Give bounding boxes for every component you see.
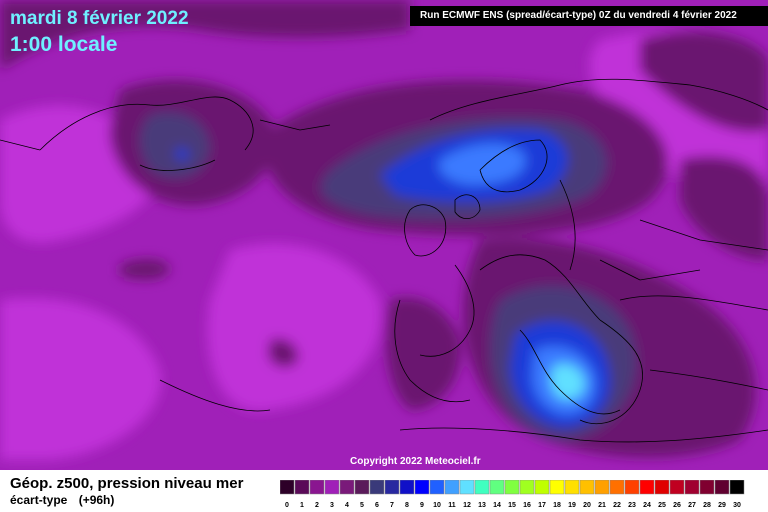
scale-label: 3 xyxy=(330,502,334,509)
scale-label: 5 xyxy=(360,502,364,509)
legend-footer: Géop. z500, pression niveau mer écart-ty… xyxy=(0,470,768,512)
scale-label: 30 xyxy=(733,502,741,509)
run-info-banner: Run ECMWF ENS (spread/écart-type) 0Z du … xyxy=(410,6,768,26)
scale-swatch xyxy=(280,480,295,495)
scale-label: 28 xyxy=(703,502,711,509)
scale-swatch xyxy=(729,480,745,495)
color-scale: 0 1 2 3 4 5 6 7 8 9 10 11 12 13 14 15 16 17 18 19 20 21 22 23 24… xyxy=(280,480,745,509)
lead-time-label: (+96h) xyxy=(78,493,115,507)
scale-label: 21 xyxy=(598,502,606,509)
map-canvas xyxy=(0,0,768,470)
scale-label: 6 xyxy=(375,502,379,509)
scale-label: 20 xyxy=(583,502,591,509)
parameter-subtitle: écart-type (+96h) xyxy=(10,493,122,507)
scale-swatch xyxy=(414,480,430,495)
coastlines xyxy=(0,78,768,443)
scale-swatch xyxy=(579,480,595,495)
scale-label: 16 xyxy=(523,502,531,509)
scale-label: 27 xyxy=(688,502,696,509)
scale-label: 18 xyxy=(553,502,561,509)
scale-swatch xyxy=(399,480,415,495)
scale-swatch xyxy=(684,480,700,495)
scale-swatch xyxy=(444,480,460,495)
scale-label: 23 xyxy=(628,502,636,509)
scale-label: 25 xyxy=(658,502,666,509)
scale-swatch xyxy=(369,480,385,495)
scale-label: 24 xyxy=(643,502,651,509)
forecast-time: 1:00 locale xyxy=(10,33,118,56)
scale-swatch xyxy=(504,480,520,495)
parameter-title: Géop. z500, pression niveau mer xyxy=(10,475,244,492)
spread-map: mardi 8 février 2022 1:00 locale Run ECM… xyxy=(0,0,768,470)
scale-swatch xyxy=(354,480,370,495)
scale-label: 14 xyxy=(493,502,501,509)
scale-swatch xyxy=(459,480,475,495)
scale-swatch xyxy=(669,480,685,495)
scale-label: 17 xyxy=(538,502,546,509)
scale-swatch xyxy=(654,480,670,495)
statistic-label: écart-type xyxy=(10,493,68,507)
scale-swatch xyxy=(639,480,655,495)
forecast-date: mardi 8 février 2022 xyxy=(10,8,189,29)
scale-swatch xyxy=(699,480,715,495)
scale-label: 8 xyxy=(405,502,409,509)
scale-swatch xyxy=(519,480,535,495)
scale-swatch xyxy=(309,480,325,495)
scale-swatch xyxy=(489,480,505,495)
scale-label: 29 xyxy=(718,502,726,509)
scale-label: 4 xyxy=(345,502,349,509)
scale-swatch xyxy=(609,480,625,495)
scale-swatch xyxy=(534,480,550,495)
scale-label: 19 xyxy=(568,502,576,509)
scale-label: 9 xyxy=(420,502,424,509)
scale-swatch xyxy=(549,480,565,495)
scale-swatch xyxy=(594,480,610,495)
scale-swatch xyxy=(474,480,490,495)
scale-label: 2 xyxy=(315,502,319,509)
scale-label: 11 xyxy=(448,502,456,509)
scale-swatch xyxy=(339,480,355,495)
scale-label: 7 xyxy=(390,502,394,509)
copyright-notice: Copyright 2022 Meteociel.fr xyxy=(350,456,481,467)
scale-swatch xyxy=(384,480,400,495)
scale-label: 12 xyxy=(463,502,471,509)
scale-swatch xyxy=(429,480,445,495)
scale-label: 1 xyxy=(300,502,304,509)
scale-swatch xyxy=(624,480,640,495)
scale-label: 15 xyxy=(508,502,516,509)
scale-label: 26 xyxy=(673,502,681,509)
spread-fields xyxy=(0,0,768,460)
scale-swatch xyxy=(564,480,580,495)
scale-swatch xyxy=(714,480,730,495)
scale-label: 10 xyxy=(433,502,441,509)
scale-label: 22 xyxy=(613,502,621,509)
scale-swatch xyxy=(294,480,310,495)
scale-label: 0 xyxy=(285,502,289,509)
scale-swatch xyxy=(324,480,340,495)
scale-label: 13 xyxy=(478,502,486,509)
